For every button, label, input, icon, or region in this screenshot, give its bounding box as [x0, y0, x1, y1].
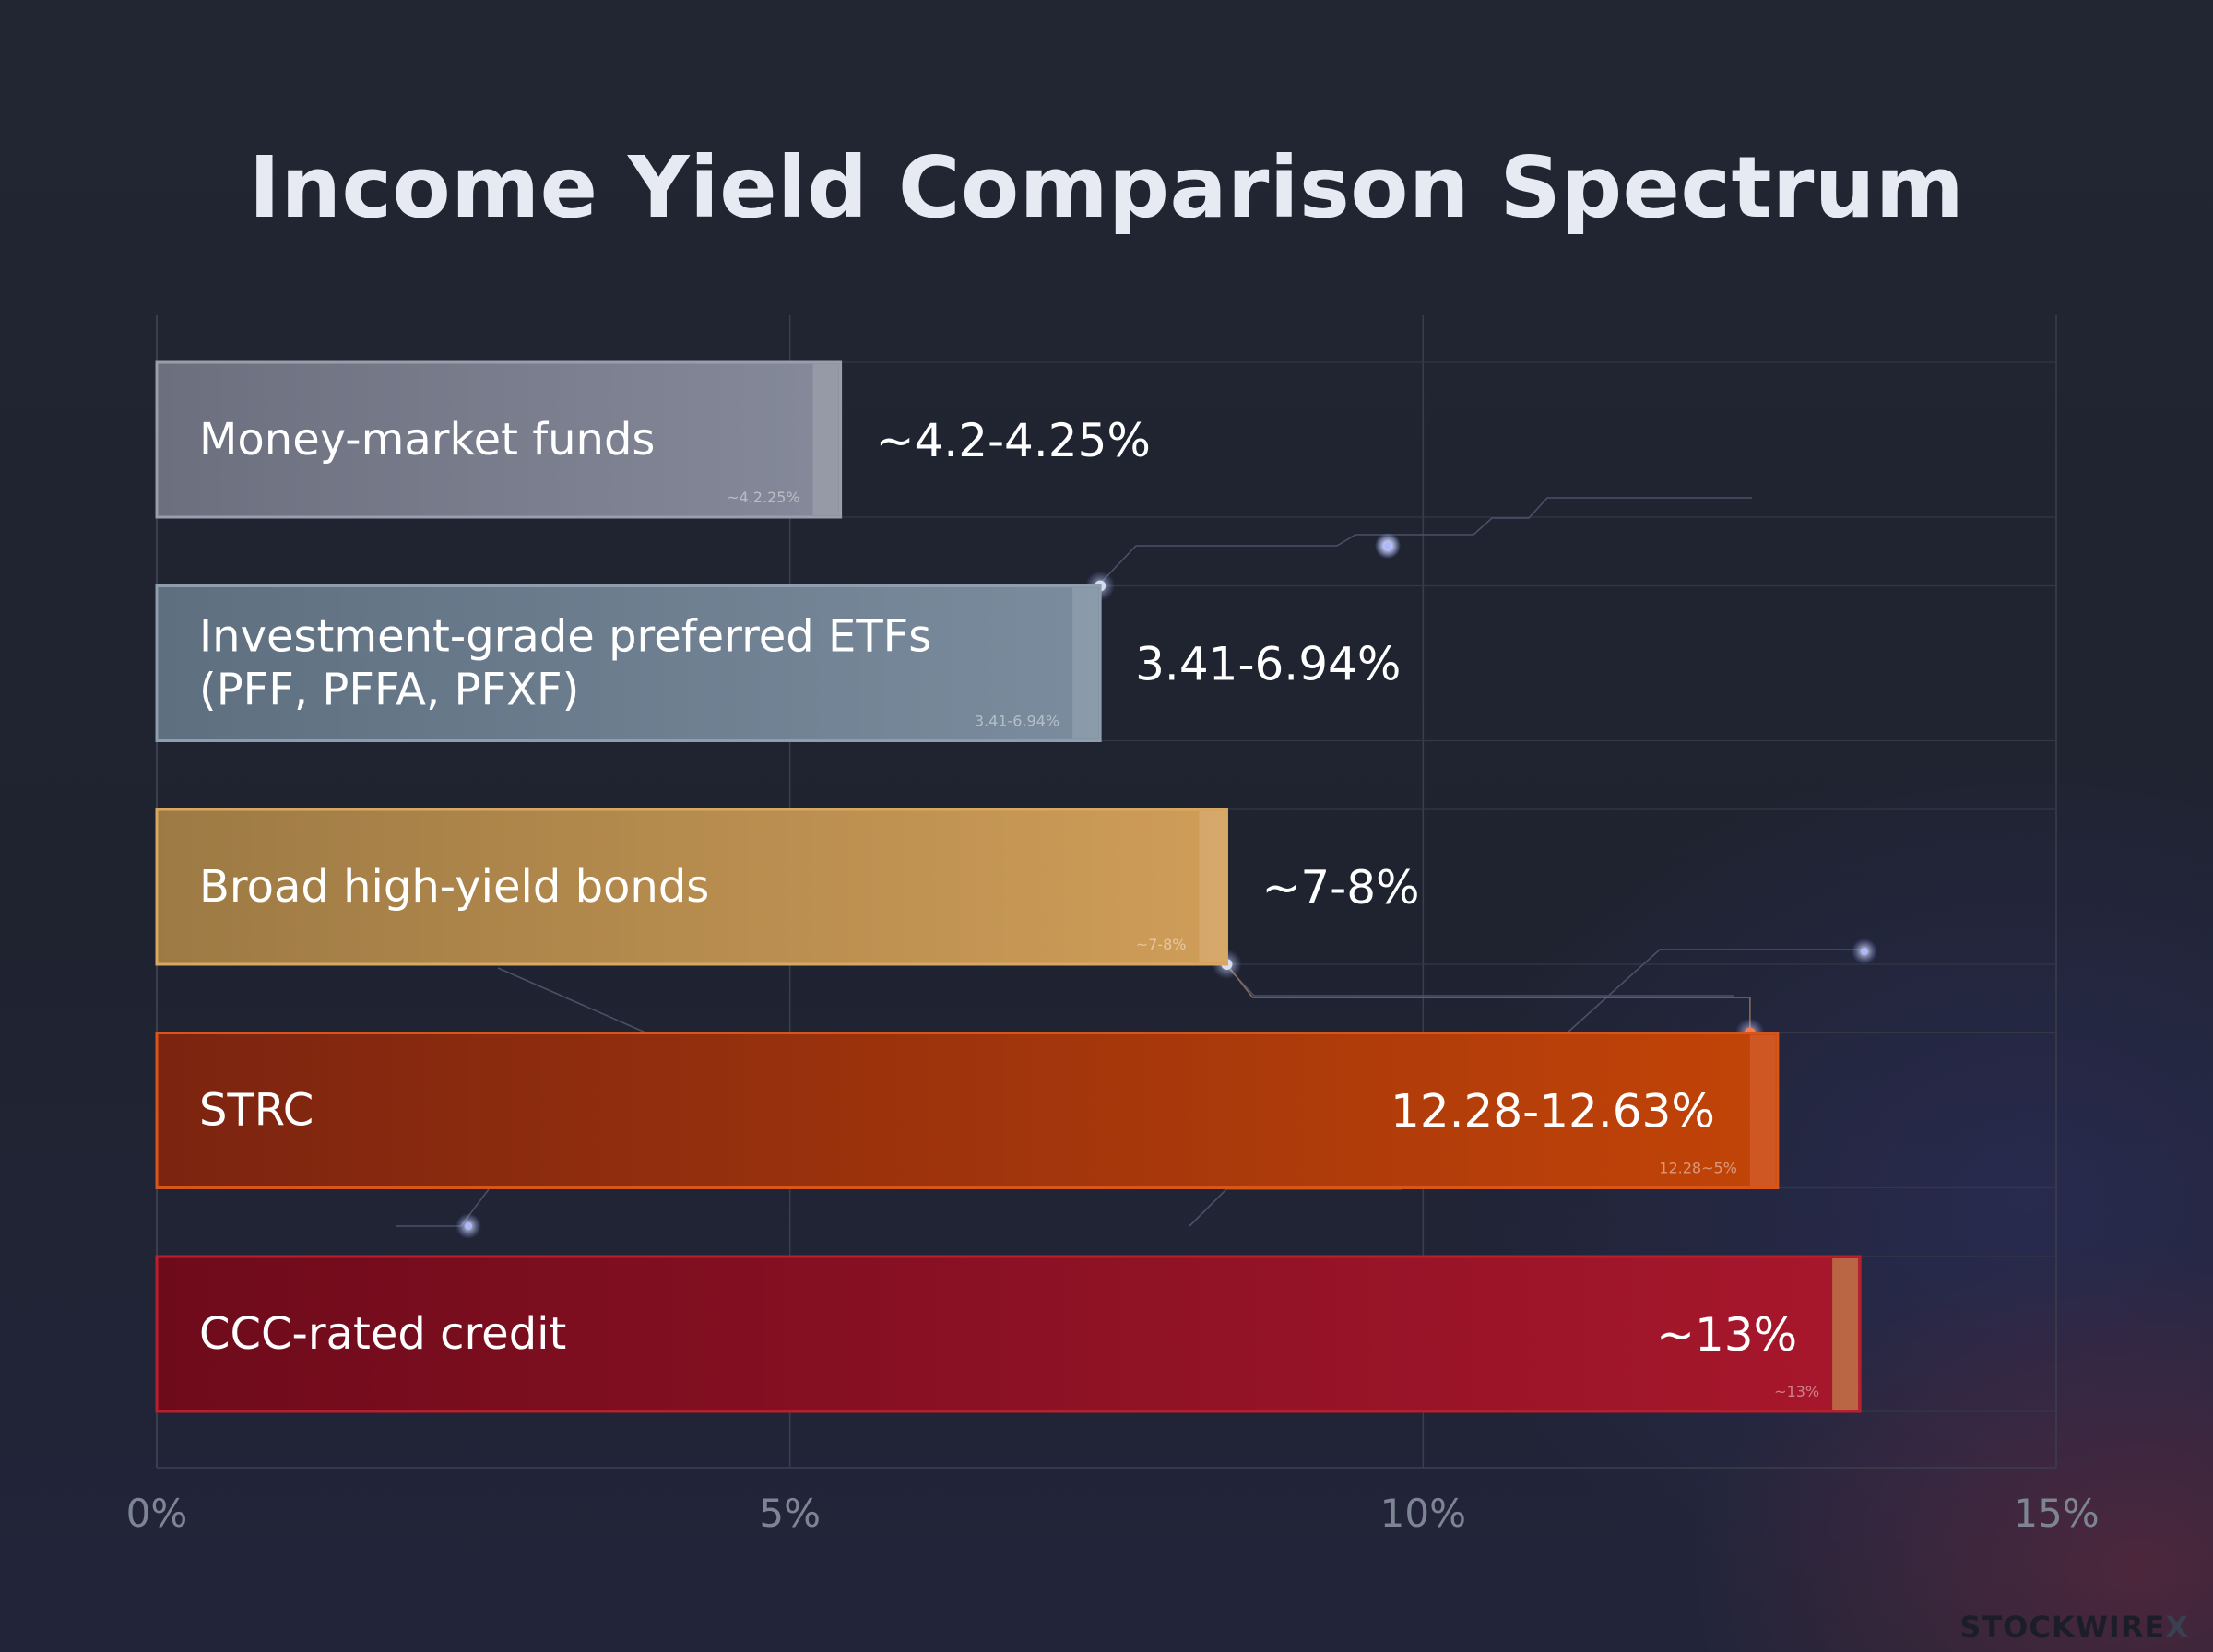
x-tick-label: 0% — [126, 1491, 188, 1536]
circuit-trace — [1225, 965, 1734, 997]
bar — [155, 360, 843, 519]
bar-group-2: Investment-grade preferred ETFs(PFF, PFF… — [155, 584, 1401, 742]
brand-name: STOCKWIRE — [1959, 1610, 2166, 1645]
bar-group-5: CCC-rated credit ~13% ~13% — [155, 1255, 1862, 1413]
bar-end-cap — [812, 364, 839, 515]
chart-title: Income Yield Comparison Spectrum — [248, 138, 1965, 237]
bar-category-label: (PFF, PFFA, PFXF) — [199, 665, 579, 716]
bars: Money-market funds ~4.2-4.25% ~4.2.25% Inve… — [155, 360, 1862, 1413]
circuit-node — [465, 1222, 472, 1230]
bar-end-cap — [1832, 1258, 1859, 1410]
bar-value-label: ~4.2-4.25% — [876, 414, 1151, 467]
bar-mini-label: ~13% — [1774, 1383, 1819, 1400]
bar-category-label: Money-market funds — [199, 414, 655, 466]
circuit-node — [1861, 948, 1868, 955]
brand-logo: STOCKWIREX — [1959, 1610, 2189, 1645]
bar-group-4: STRC 12.28-12.63% 12.28~5% — [155, 1032, 1780, 1189]
bar-value-label: ~7-8% — [1261, 861, 1419, 914]
x-axis: 0% 5% 10% 15% — [126, 1491, 2100, 1536]
bar-end-cap — [1072, 587, 1099, 739]
bar-group-1: Money-market funds ~4.2-4.25% ~4.2.25% — [155, 360, 1151, 519]
bar-value-label: ~13% — [1656, 1308, 1797, 1362]
bar-value-label: 12.28-12.63% — [1391, 1085, 1715, 1139]
circuit-trace — [1189, 1188, 1402, 1227]
circuit-trace — [497, 967, 646, 1033]
bar-category-label: Broad high-yield bonds — [199, 861, 709, 913]
bar-end-cap — [1199, 811, 1225, 962]
bar-mini-label: 12.28~5% — [1659, 1160, 1737, 1177]
bar-category-label: CCC-rated credit — [199, 1308, 566, 1360]
bar — [155, 584, 1102, 742]
bar — [155, 1255, 1862, 1413]
circuit-trace — [1567, 949, 1863, 1033]
circuit-trace — [1098, 497, 1752, 585]
connector-trace — [1225, 963, 1751, 1033]
x-tick-label: 5% — [759, 1491, 821, 1536]
x-tick-label: 15% — [2013, 1491, 2099, 1536]
circuit-node — [1384, 542, 1391, 549]
bar-mini-label: 3.41-6.94% — [975, 713, 1059, 730]
brand-mark: X — [2165, 1610, 2189, 1645]
bar-category-label: STRC — [199, 1085, 314, 1137]
bar-value-label: 3.41-6.94% — [1135, 638, 1401, 691]
bar — [155, 808, 1228, 966]
bar-mini-label: ~7-8% — [1136, 936, 1187, 953]
x-tick-label: 10% — [1380, 1491, 1466, 1536]
bar-group-3: Broad high-yield bonds ~7-8% ~7-8% — [155, 808, 1420, 966]
bar-mini-label: ~4.2.25% — [727, 489, 800, 506]
bar-category-label: Investment-grade preferred ETFs — [199, 611, 931, 663]
bar-end-cap — [1749, 1034, 1776, 1186]
bar — [155, 1032, 1780, 1189]
